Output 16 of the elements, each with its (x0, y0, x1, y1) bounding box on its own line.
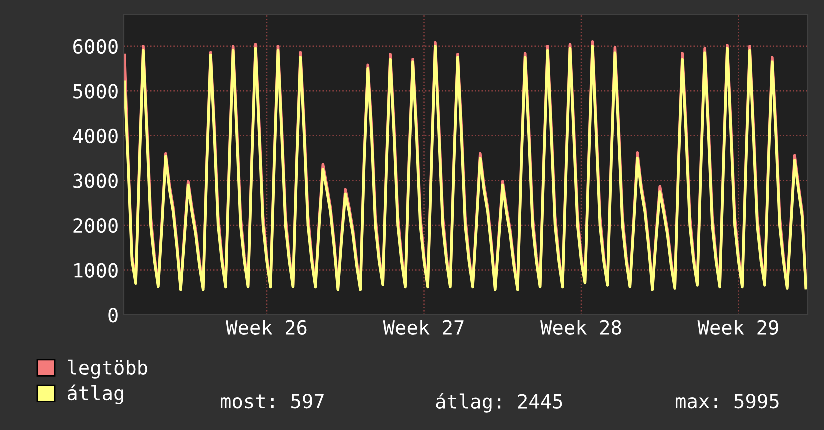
y-tick-label: 1000 (74, 263, 118, 278)
x-tick-label: Week 27 (383, 320, 464, 336)
y-tick-label: 3000 (74, 174, 118, 188)
x-tick-label: Week 29 (698, 320, 778, 336)
y-tick-label: 5000 (74, 84, 118, 99)
x-tick-label: Week 26 (226, 320, 307, 336)
legend-label: átlag (68, 384, 124, 404)
text: átlag: 2445 (436, 393, 562, 413)
y-tick-label: 2000 (74, 218, 118, 234)
legend-label: legtöbb (68, 360, 148, 379)
x-tick-label: Week 28 (540, 320, 622, 336)
text: most: 597 (221, 394, 324, 409)
y-tick-label: 0 (108, 308, 118, 323)
y-tick-label: 4000 (73, 128, 118, 144)
text: max: 5995 (676, 394, 779, 409)
y-tick-label: 6000 (74, 39, 118, 54)
